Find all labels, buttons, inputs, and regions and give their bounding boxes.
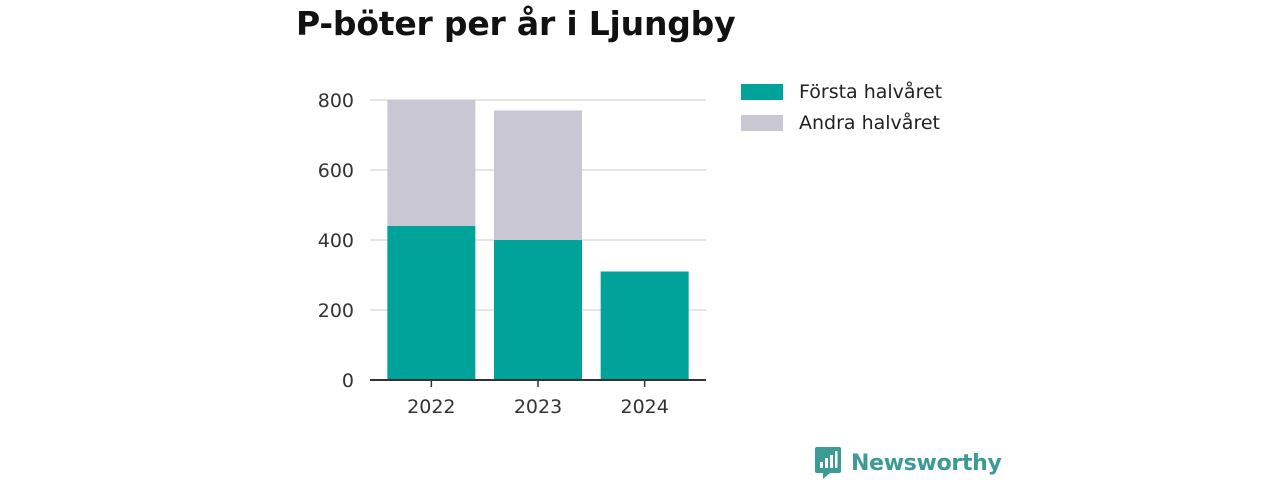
chart-title: P-böter per år i Ljungby xyxy=(296,4,736,43)
bar-2022-series-0 xyxy=(387,226,476,380)
newsworthy-brand: Newsworthy xyxy=(814,446,1002,480)
x-tick-label: 2024 xyxy=(620,396,668,418)
legend-label: Andra halvåret xyxy=(799,111,940,134)
legend-item-andra-halvaret: Andra halvåret xyxy=(741,107,942,138)
y-tick-label: 200 xyxy=(318,300,354,322)
y-tick-label: 600 xyxy=(318,160,354,182)
x-tick-label: 2022 xyxy=(407,396,455,418)
y-tick-label: 400 xyxy=(318,230,354,252)
bar-2023-series-1 xyxy=(494,110,582,240)
y-tick-labels: 0 200 400 600 800 xyxy=(318,90,354,392)
legend-swatch-forsta-halvaret xyxy=(741,83,783,100)
bars xyxy=(387,100,689,380)
x-ticks: 2022 2023 2024 xyxy=(407,380,669,418)
legend-swatch-andra-halvaret xyxy=(741,114,783,131)
legend: Första halvåret Andra halvåret xyxy=(741,76,942,138)
y-tick-label: 800 xyxy=(318,90,354,112)
legend-label: Första halvåret xyxy=(799,80,943,103)
bar-2023-series-0 xyxy=(494,240,582,380)
brand-name: Newsworthy xyxy=(851,450,1002,476)
y-tick-label: 0 xyxy=(342,370,354,392)
legend-item-forsta-halvaret: Första halvåret xyxy=(741,76,942,107)
x-tick-label: 2023 xyxy=(514,396,562,418)
newsworthy-logo-icon xyxy=(815,447,841,479)
bar-2022-series-1 xyxy=(387,100,476,226)
bar-2024-series-0 xyxy=(600,271,689,380)
